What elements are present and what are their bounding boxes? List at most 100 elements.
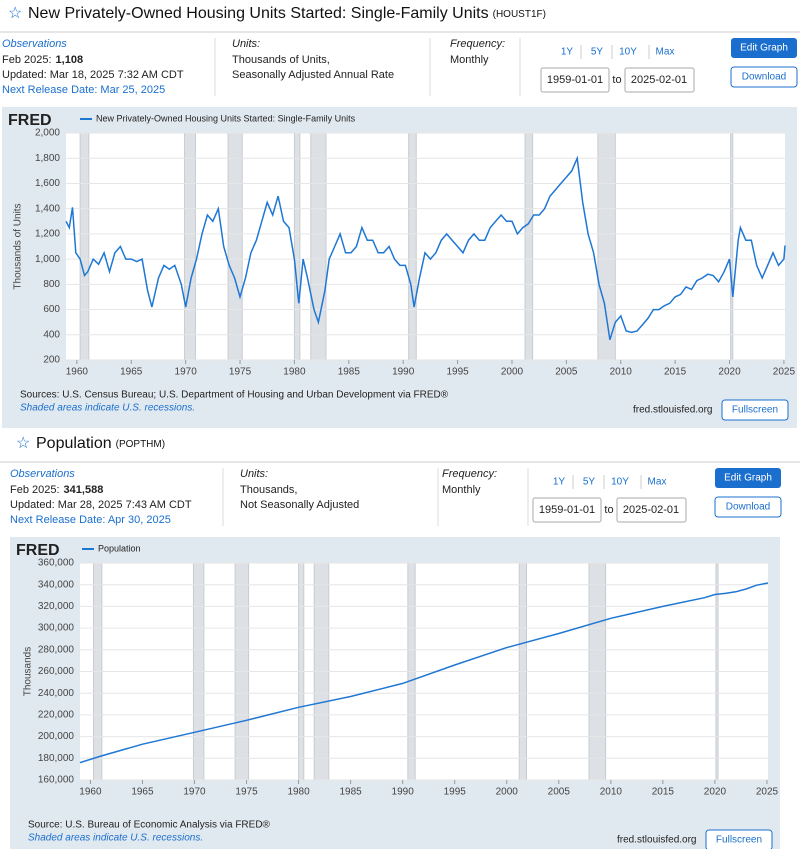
range-button[interactable]: 1Y	[561, 47, 574, 58]
date-to-box[interactable]	[616, 497, 687, 523]
range-button[interactable]: Max	[648, 477, 667, 488]
y-tick-label: 1,600	[35, 178, 60, 189]
legend-label: Population	[98, 543, 141, 553]
site-url: fred.stlouisfed.org	[617, 835, 697, 846]
download-button[interactable]	[714, 496, 782, 518]
units-1: Thousands of Units,	[232, 54, 330, 66]
observations-link[interactable]: Observations	[10, 468, 75, 480]
y-tick-label: 1,800	[35, 153, 60, 164]
x-tick-label: 2010	[610, 367, 633, 378]
x-tick-label: 1975	[229, 367, 252, 378]
x-tick-label: 2020	[704, 787, 727, 798]
recession-band	[310, 132, 327, 361]
date-from-box[interactable]	[540, 67, 610, 93]
fullscreen-button[interactable]	[721, 399, 789, 421]
fred-logo: FRED	[8, 112, 52, 129]
fred-logo: FRED	[16, 542, 60, 559]
sources: Sources: U.S. Census Bureau; U.S. Depart…	[20, 390, 449, 401]
y-tick-label: 200	[43, 355, 60, 366]
updated: Updated: Mar 28, 2025 7:43 AM CDT	[10, 499, 192, 511]
date-to-sep: to	[612, 74, 621, 86]
y-tick-label: 360,000	[38, 558, 75, 569]
y-tick-label: 400	[43, 329, 60, 340]
x-tick-label: 2005	[548, 787, 571, 798]
x-tick-label: 1975	[235, 787, 258, 798]
observations-link[interactable]: Observations	[2, 38, 67, 50]
units-2: Seasonally Adjusted Annual Rate	[232, 69, 394, 81]
date-to-box[interactable]	[624, 67, 695, 93]
data-line	[65, 155, 786, 341]
recession-band	[524, 132, 534, 361]
panel-title: Population (POPTHM)	[36, 435, 165, 452]
x-tick-label: 1960	[66, 367, 89, 378]
y-tick-label: 300,000	[38, 623, 75, 634]
frequency: Monthly	[450, 54, 489, 66]
range-button[interactable]: 1Y	[553, 477, 566, 488]
recession-band	[293, 132, 301, 361]
fullscreen-button[interactable]	[705, 829, 773, 849]
data-line	[79, 582, 769, 764]
range-button[interactable]: 10Y	[611, 477, 629, 488]
x-tick-label: 1965	[120, 367, 143, 378]
date-to-sep: to	[604, 504, 613, 516]
plot-background	[66, 133, 785, 360]
x-tick-label: 2005	[555, 367, 578, 378]
y-tick-label: 340,000	[38, 579, 75, 590]
download-button[interactable]	[730, 66, 798, 88]
y-tick-label: 600	[43, 304, 60, 315]
fullscreen: Fullscreen	[716, 835, 762, 846]
x-tick-label: 1970	[183, 787, 206, 798]
recession-band	[184, 132, 196, 361]
range-button[interactable]: 5Y	[583, 477, 596, 488]
date-to: 2025-02-01	[631, 74, 687, 86]
panel-title: New Privately-Owned Housing Units Starte…	[28, 5, 546, 22]
y-tick-label: 1,000	[35, 254, 60, 265]
y-tick-label: 220,000	[38, 710, 75, 721]
observation: Feb 2025: 341,588	[10, 484, 103, 496]
range-button[interactable]: Max	[656, 47, 675, 58]
x-tick-label: 1995	[446, 367, 469, 378]
edit-graph: Edit Graph	[740, 43, 788, 54]
series-id: (POPTHM)	[116, 439, 165, 450]
date-from-box[interactable]	[532, 497, 602, 523]
range-button[interactable]: 10Y	[619, 47, 637, 58]
x-tick-label: 2025	[773, 367, 796, 378]
x-tick-label: 2010	[600, 787, 623, 798]
recession-note: Shaded areas indicate U.S. recessions.	[28, 833, 203, 844]
y-tick-label: 1,400	[35, 203, 60, 214]
star-icon[interactable]: ☆	[16, 435, 30, 452]
y-axis-title: Thousands	[23, 647, 34, 696]
date-from: 1959-01-01	[539, 504, 595, 516]
recession-note: Shaded areas indicate U.S. recessions.	[20, 403, 195, 414]
download: Download	[742, 72, 786, 83]
x-tick-label: 2000	[496, 787, 519, 798]
units-2: Not Seasonally Adjusted	[240, 499, 359, 511]
star-icon[interactable]: ☆	[8, 5, 22, 22]
date-to: 2025-02-01	[623, 504, 679, 516]
panel-title-text: Population	[36, 435, 112, 452]
recession-band	[79, 132, 90, 361]
edit-graph-button[interactable]	[731, 38, 797, 58]
y-axis-title: Thousands of Units	[13, 203, 24, 289]
download: Download	[726, 502, 770, 513]
next-release: Next Release Date: Mar 25, 2025	[2, 84, 165, 96]
recession-band	[408, 132, 417, 361]
x-tick-label: 1990	[392, 787, 415, 798]
edit-graph-button[interactable]	[715, 468, 781, 488]
obs-date: Feb 2025:	[10, 484, 60, 496]
y-tick-label: 1,200	[35, 229, 60, 240]
units-1: Thousands,	[240, 484, 297, 496]
x-tick-label: 1990	[392, 367, 415, 378]
x-tick-label: 1960	[79, 787, 102, 798]
x-tick-label: 1980	[287, 787, 310, 798]
obs-date: Feb 2025:	[2, 54, 52, 66]
y-tick-label: 240,000	[38, 688, 75, 699]
x-tick-label: 2025	[756, 787, 779, 798]
y-tick-label: 200,000	[38, 731, 75, 742]
x-tick-label: 2015	[664, 367, 687, 378]
range-button[interactable]: 5Y	[591, 47, 604, 58]
updated: Updated: Mar 18, 2025 7:32 AM CDT	[2, 69, 184, 81]
recession-band	[730, 132, 734, 361]
recession-band	[227, 132, 243, 361]
recession-band	[597, 132, 616, 361]
